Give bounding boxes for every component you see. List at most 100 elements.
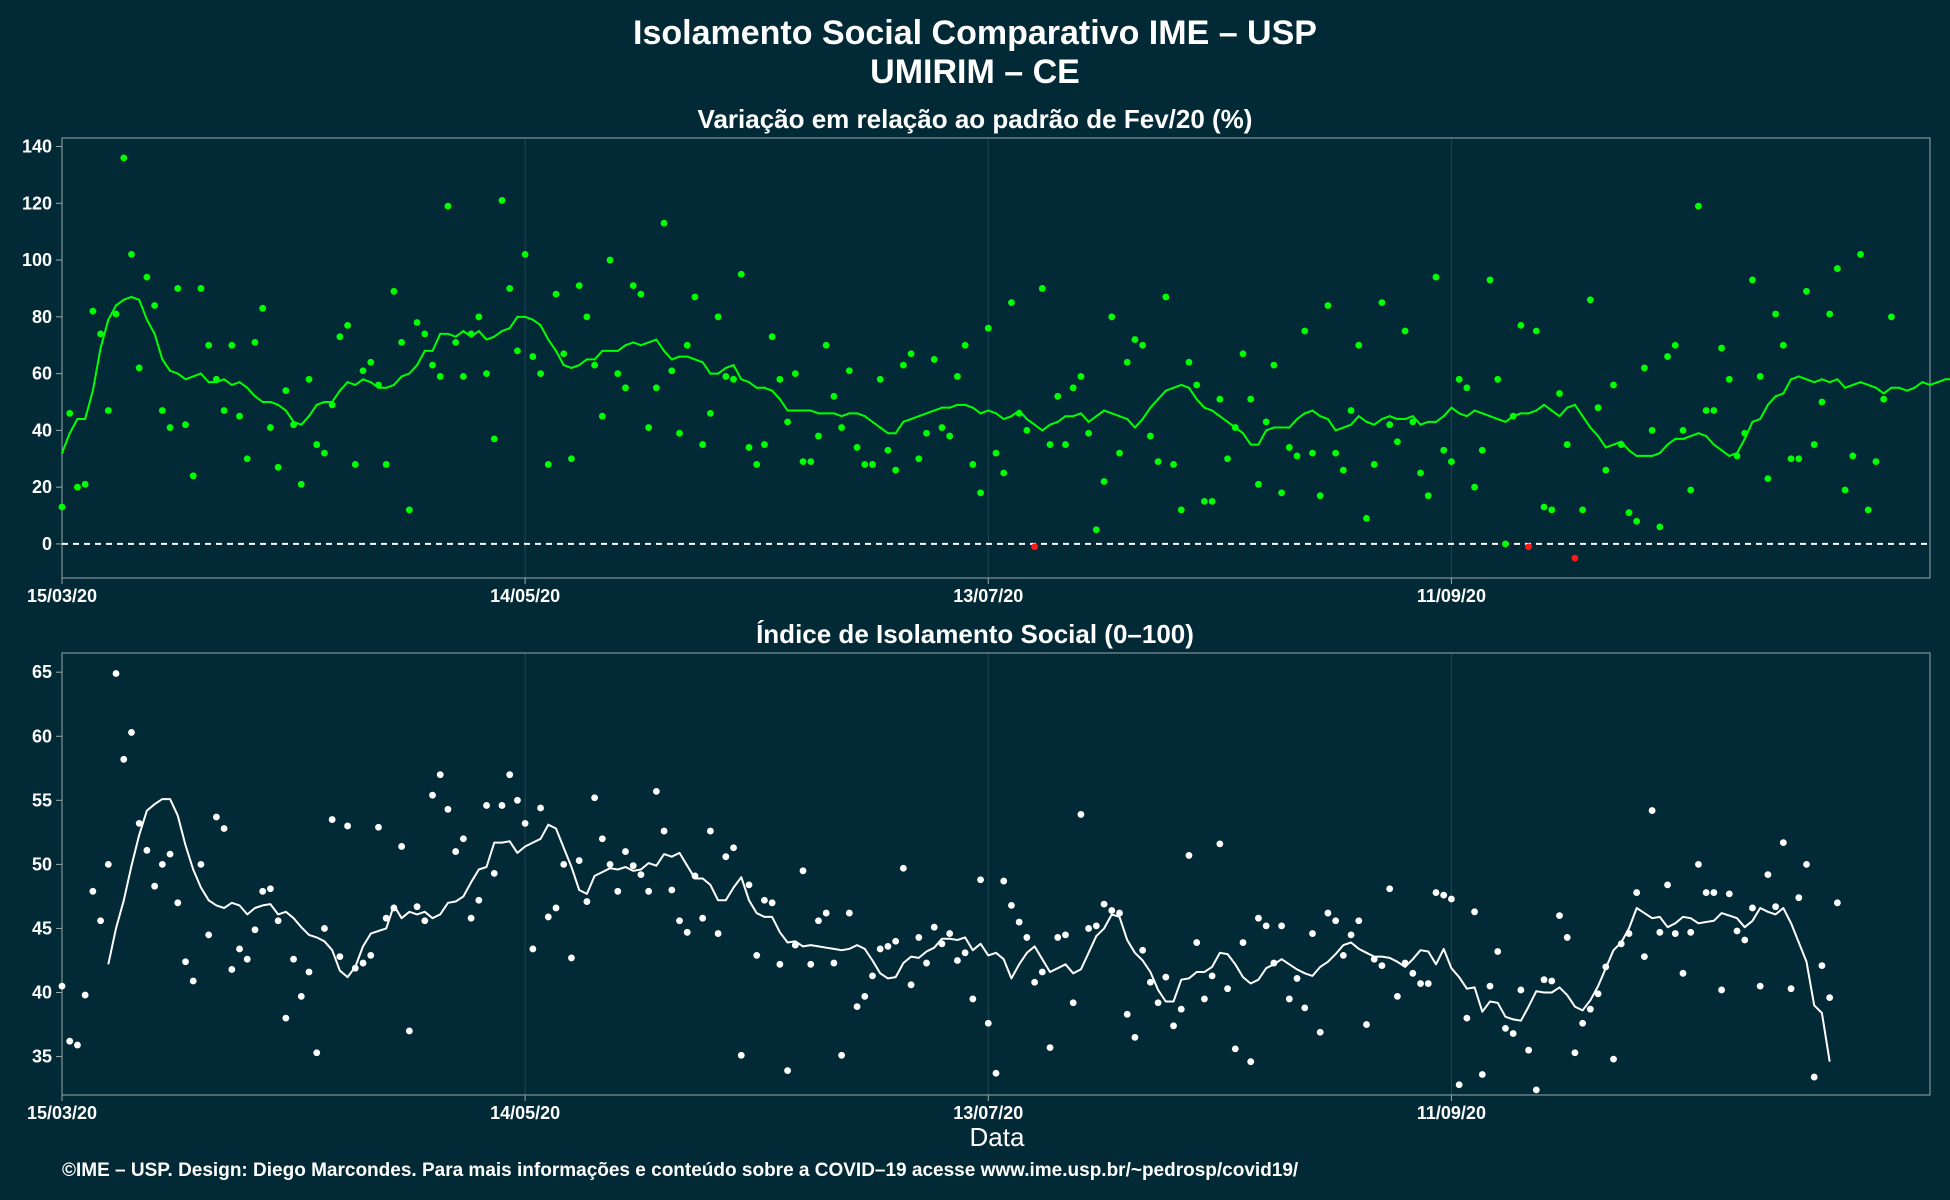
panel2-point — [753, 951, 761, 959]
panel2-point — [1517, 986, 1525, 994]
panel1-point — [58, 503, 66, 511]
panel2-point — [544, 913, 552, 921]
panel1-point — [1872, 458, 1880, 466]
panel2-point — [1023, 934, 1031, 941]
panel2-ytick-label-0: 35 — [32, 1047, 52, 1067]
panel1-moving-average-segment — [1187, 386, 1198, 401]
panel2-point — [784, 1067, 791, 1075]
panel2-point — [1509, 1030, 1517, 1037]
panel1-moving-average-segment — [686, 355, 696, 361]
panel1-point — [498, 197, 506, 204]
panel1-point — [915, 455, 923, 463]
panel2-point — [830, 959, 838, 967]
panel1-point — [776, 375, 784, 383]
panel2-point — [668, 886, 676, 894]
panel2-point — [305, 968, 313, 976]
panel2-point — [992, 1069, 1000, 1077]
panel1-point — [1231, 424, 1239, 431]
panel1-point — [189, 472, 197, 480]
panel1-point — [1208, 497, 1216, 505]
panel1-point — [143, 273, 151, 281]
panel1-moving-average-segment — [1589, 426, 1600, 438]
panel1-point — [228, 341, 236, 349]
panel2-ytick-label-4: 55 — [32, 790, 52, 810]
panel1-moving-average-segment — [863, 415, 874, 423]
panel1-moving-average-segment — [99, 318, 110, 350]
panel2-point — [336, 953, 344, 961]
panel1-point — [1749, 276, 1756, 284]
panel1-moving-average-segment — [879, 426, 889, 435]
panel1-point — [598, 412, 606, 420]
panel1-point — [1849, 452, 1857, 460]
panel1-point — [1625, 509, 1633, 517]
panel1-point — [321, 449, 328, 457]
panel1-moving-average-segment — [308, 403, 318, 418]
footer-credit: ©IME – USP. Design: Diego Marcondes. Par… — [62, 1160, 1299, 1181]
panel1-point — [89, 307, 97, 315]
panel1-moving-average-segment — [246, 386, 256, 398]
panel2-point — [1633, 889, 1641, 896]
panel1-point — [961, 341, 969, 349]
panel2-point — [1594, 990, 1602, 998]
panel1-moving-average-segment — [1527, 409, 1538, 415]
panel1-moving-average-segment — [555, 349, 565, 367]
panel1-point — [336, 333, 344, 341]
panel1-moving-average-segment — [1712, 443, 1723, 452]
panel1-point — [1826, 310, 1834, 318]
panel2-point — [236, 945, 243, 953]
panel2-point — [243, 955, 251, 963]
panel2-point — [1826, 994, 1834, 1002]
panel2-point — [1772, 903, 1780, 911]
panel1-point — [359, 367, 367, 375]
panel1-point — [660, 219, 668, 227]
panel1-point — [1077, 373, 1085, 380]
panel1-moving-average-segment — [138, 298, 148, 321]
panel2-point — [1000, 877, 1008, 885]
panel1-moving-average-segment — [663, 349, 673, 361]
panel1-point — [714, 313, 722, 321]
panel1-moving-average-segment — [354, 378, 365, 386]
panel1-point — [1062, 441, 1069, 448]
panel1-point — [1586, 296, 1594, 304]
panel1-moving-average-segment — [1157, 389, 1167, 401]
panel1-point — [629, 282, 637, 290]
panel2-point — [1193, 939, 1201, 946]
panel2-point — [413, 903, 421, 911]
panel2-point — [189, 977, 197, 985]
panel1-point — [1718, 344, 1725, 352]
panel1-point — [1370, 461, 1378, 468]
panel1-point — [305, 375, 313, 383]
panel1-point — [1517, 321, 1525, 329]
panel1-point — [398, 338, 406, 346]
panel1-moving-average-segment — [1172, 383, 1183, 389]
panel1-moving-average-segment — [485, 335, 496, 341]
panel1-point — [807, 458, 815, 466]
panel2-point — [591, 794, 599, 802]
panel1-moving-average-segment — [1033, 423, 1044, 432]
panel1-moving-average-segment — [856, 412, 866, 418]
panel1-moving-average-segment — [1079, 412, 1090, 423]
panel1-moving-average-segment — [871, 420, 882, 429]
panel1-point — [1563, 441, 1571, 448]
panel1-moving-average-segment — [253, 395, 264, 403]
panel2-point — [1401, 959, 1409, 967]
panel2-point — [768, 899, 776, 907]
panel1-moving-average-segment — [1404, 415, 1414, 421]
panel1-moving-average-segment — [809, 409, 820, 415]
panel1-point — [1247, 395, 1255, 403]
panel2-point — [1309, 930, 1316, 937]
panel1-moving-average-segment — [971, 406, 982, 415]
panel1-moving-average-segment — [1751, 418, 1762, 423]
panel2-point — [1146, 978, 1154, 986]
panel2-point — [1695, 860, 1702, 868]
panel1-moving-average-segment — [446, 332, 457, 338]
panel1-title: Variação em relação ao padrão de Fev/20 … — [698, 104, 1253, 134]
panel2-point — [583, 898, 591, 905]
panel1-moving-average-segment — [1581, 415, 1592, 429]
panel2-point — [1316, 1028, 1324, 1036]
panel1-point — [521, 250, 529, 258]
panel2-point — [737, 1051, 745, 1059]
panel2-point — [660, 827, 668, 835]
panel1-point — [1509, 412, 1517, 420]
panel1-moving-average-segment — [639, 341, 650, 347]
